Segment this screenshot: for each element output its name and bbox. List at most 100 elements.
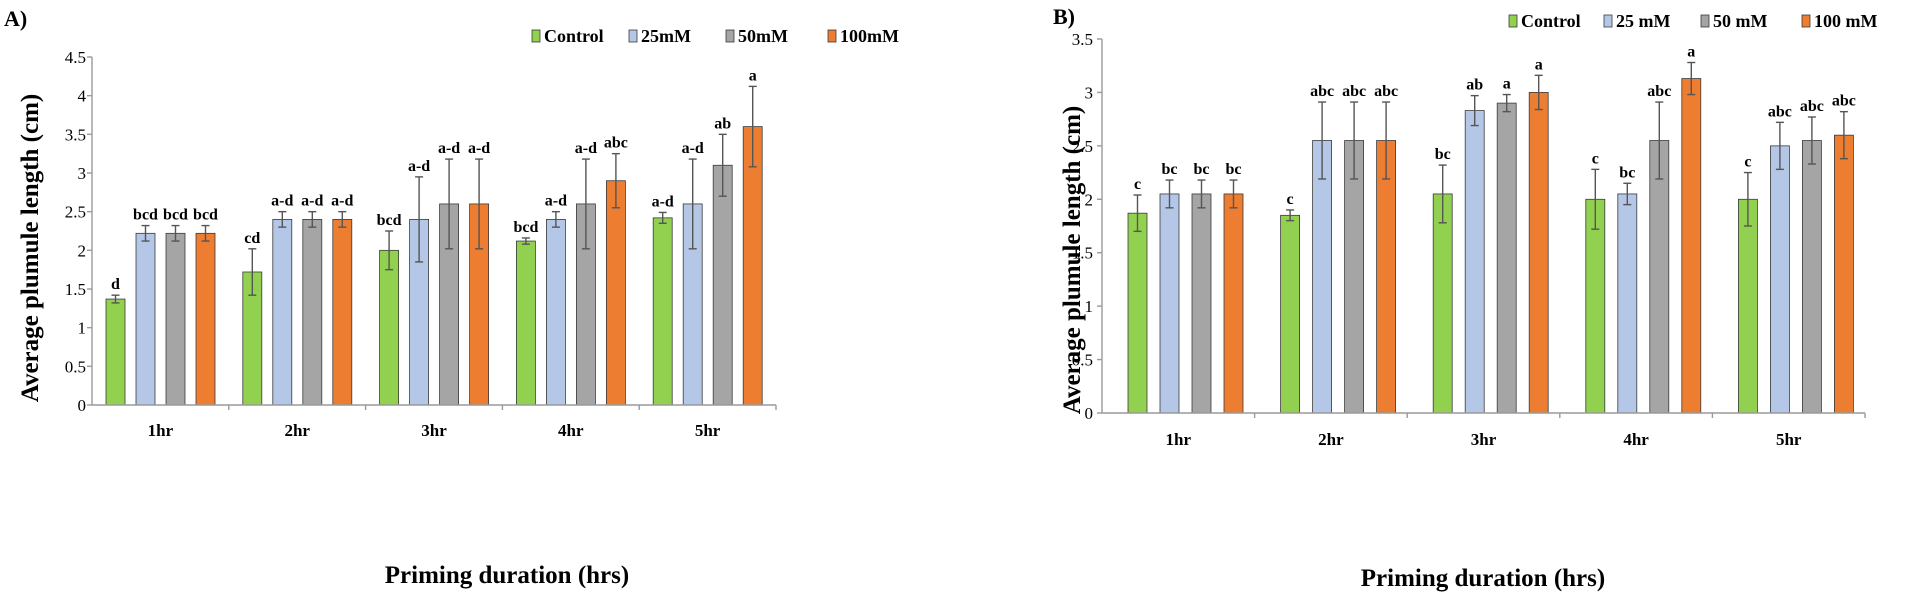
error-bar [445,158,454,250]
error-bar [278,210,287,228]
bar-100mm-4hr [1681,78,1702,414]
significance-label: ab [714,115,731,132]
bar-25mm-3hr [1464,110,1485,414]
y-tick-label: 4.5 [65,48,86,67]
error-bar [1318,101,1327,180]
x-tick-label: 4hr [558,421,584,440]
error-bar [1350,101,1359,180]
bar-control-1hr [105,298,126,406]
error-bar [1775,121,1784,171]
error-bar [1286,209,1295,222]
error-bar [1591,168,1600,230]
panel-label-a: A) [4,6,27,31]
legend-swatch [628,29,638,43]
y-tick-label: 1.5 [1072,244,1093,263]
error-bar [658,211,667,224]
significance-label: a [1535,56,1543,73]
error-bar [475,158,484,250]
error-bar [521,237,530,245]
y-tick-label: 3.5 [1072,30,1093,49]
error-bar [201,224,210,242]
y-axis-title-a: Average plumule length (cm) [17,94,44,403]
error-bar [308,210,317,228]
legend-item-25mm: 25 mM [1603,11,1670,31]
legend-swatch [1603,14,1613,28]
bar-control-2hr [1280,214,1300,414]
significance-label: abc [1310,83,1334,100]
legend-a: Control 25mM 50mM 100mM [531,26,899,46]
y-tick-label: 2 [1085,190,1094,209]
bar-control-4hr [1585,198,1606,414]
significance-label: a-d [652,193,674,210]
error-bar [1807,116,1816,165]
error-bar [1502,93,1511,113]
bar-100mm-3hr [1528,92,1549,414]
error-bar [748,85,757,168]
error-bar [688,158,697,250]
significance-label: a-d [408,158,430,175]
significance-label: a-d [468,140,490,157]
chart-b: B) Control 25 mM 50 mM 100 mM 0 0.5 1 1.5 2 2.5 3… [1053,4,1877,592]
significance-label: bc [1162,161,1178,178]
bar-control-3hr [1432,193,1453,414]
significance-label: abc [1832,93,1856,110]
x-axis-title-a: Priming duration (hrs) [385,562,629,589]
significance-label: a [1503,76,1511,93]
significance-label: a-d [331,193,353,210]
x-tick-label: 4hr [1623,430,1649,449]
x-tick-label: 2hr [1318,430,1344,449]
error-bar [1470,94,1479,127]
error-bar [1743,171,1752,227]
significance-label: a [1687,44,1695,61]
significance-label: abc [604,135,628,152]
legend-swatch [827,29,837,43]
bar-control-5hr [652,217,673,406]
significance-label: a-d [301,193,323,210]
legend-swatch [1700,14,1710,28]
y-tick-label: 2.5 [65,203,86,222]
y-tick-label: 3 [1085,83,1094,102]
significance-label: bc [1619,164,1635,181]
y-tick-label: 4 [78,87,87,106]
error-bar [551,210,560,228]
bar-control-5hr [1738,198,1758,414]
legend-swatch [725,29,735,43]
error-bar [171,224,180,242]
legend-swatch [531,29,541,43]
bar-100mm-1hr [1223,193,1244,414]
y-tick-label: 0 [1085,404,1094,423]
bar-100mm-4hr [606,180,626,406]
x-axis-title-b: Priming duration (hrs) [1361,565,1605,592]
y-ticks-a: 0 0.5 1 1.5 2 2.5 3 3.5 4 4.5 [65,48,92,415]
error-bar [1197,179,1206,209]
error-bar [1438,164,1447,224]
error-bar [141,224,150,242]
error-bar [1229,179,1238,209]
bar-50mm-1hr [165,232,186,406]
bar-25mm-2hr [272,218,293,406]
legend-item-control: Control [1508,11,1581,31]
bar-100mm-5hr [742,126,763,406]
error-bar [1623,182,1632,206]
error-bar [1165,179,1174,209]
error-bar [1687,61,1696,96]
legend-label: 100 mM [1814,11,1877,31]
legend-item-25mm: 25mM [628,26,691,46]
bar-25mm-4hr [1617,193,1638,414]
significance-label: cd [244,230,260,247]
bar-100mm-2hr [1376,140,1396,414]
error-bar [1382,101,1391,180]
bar-25mm-4hr [546,218,566,406]
bar-control-3hr [379,249,400,406]
legend-label: 100mM [840,26,899,46]
legend-label: Control [1521,11,1581,31]
y-tick-label: 3.5 [65,125,86,144]
bar-50mm-5hr [1802,140,1822,414]
error-bar [581,158,590,250]
significance-label: bcd [193,207,218,224]
legend-swatch [1508,14,1518,28]
error-bar [1133,194,1142,233]
